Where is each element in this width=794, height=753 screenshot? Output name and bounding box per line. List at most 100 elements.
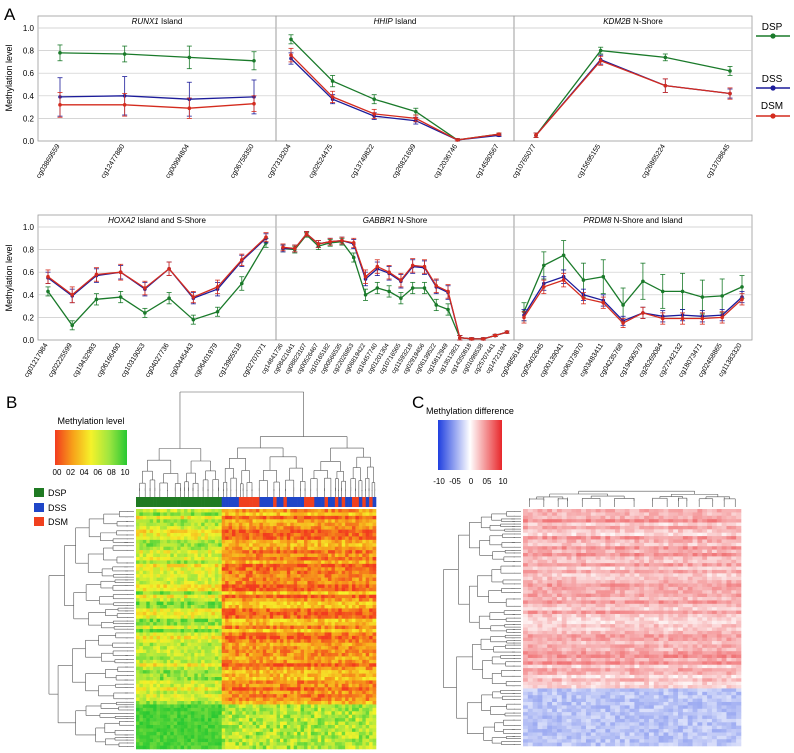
- heatmap-cell: [238, 601, 243, 606]
- sample-group-cell: [204, 497, 209, 507]
- heatmap-cell: [146, 526, 151, 530]
- heatmap-cell: [228, 539, 233, 544]
- heatmap-cell: [334, 666, 339, 671]
- heatmap-cell: [365, 557, 370, 561]
- heatmap-cell: [256, 560, 260, 565]
- heatmap-cell: [358, 574, 363, 578]
- heatmap-cell: [156, 594, 161, 599]
- heatmap-cell: [238, 594, 243, 599]
- heatmap-cell: [372, 666, 377, 671]
- heatmap-cell: [314, 529, 319, 534]
- heatmap-cell: [214, 625, 219, 630]
- sample-group-cell: [259, 497, 264, 507]
- heatmap-cell: [160, 591, 164, 596]
- heatmap-cell: [197, 608, 202, 613]
- heatmap-cell: [218, 546, 223, 551]
- heatmap-cell: [201, 577, 205, 582]
- heatmap-cell: [235, 598, 240, 602]
- heatmap-cell: [238, 509, 243, 513]
- heatmap-cell: [252, 622, 257, 626]
- heatmap-cell: [225, 656, 229, 661]
- heatmap-cell: [194, 653, 199, 657]
- heatmap-cell: [180, 539, 185, 544]
- heatmap-cell: [194, 529, 199, 534]
- heatmap-cell: [331, 587, 336, 592]
- heatmap-cell: [266, 653, 271, 657]
- panel-title: HHIP Island: [374, 17, 417, 26]
- key-dsm-swatch: [34, 517, 44, 526]
- heatmap-cell: [304, 635, 308, 640]
- heatmap-cell: [149, 663, 154, 668]
- heatmap-cell: [314, 659, 319, 664]
- heatmap-cell: [259, 533, 264, 537]
- group-key: DSP DSS DSM: [34, 488, 68, 527]
- heatmap-cell: [238, 659, 243, 664]
- heatmap-cell: [293, 546, 298, 551]
- heatmap-cell: [190, 594, 195, 599]
- heatmap-cell: [269, 608, 274, 613]
- heatmap-cell: [204, 539, 209, 544]
- heatmap-cell: [280, 529, 284, 534]
- heatmap-cell: [163, 632, 168, 637]
- heatmap-cell: [208, 543, 212, 548]
- heatmap-cell: [197, 587, 202, 592]
- heatmap-cell: [225, 615, 229, 620]
- heatmap-cell: [156, 629, 161, 633]
- heatmap-cell: [201, 642, 205, 647]
- heatmap-cell: [283, 529, 288, 534]
- heatmap-cell: [345, 618, 349, 623]
- heatmap-cell: [338, 670, 343, 674]
- heatmap-cell: [293, 639, 298, 644]
- heatmap-cell: [170, 594, 175, 599]
- heatmap-cell: [194, 509, 199, 513]
- heatmap-cell: [232, 625, 236, 630]
- x-tick-label: cg19432993: [72, 342, 98, 378]
- heatmap-cell: [218, 570, 223, 575]
- heatmap-cell: [177, 581, 181, 585]
- heatmap-cell: [245, 649, 250, 654]
- heatmap-cell: [184, 522, 188, 527]
- data-point: [601, 274, 606, 279]
- heatmap-cell: [204, 574, 209, 578]
- heatmap-cell: [324, 509, 329, 513]
- heatmap-cell: [197, 533, 202, 537]
- heatmap-cell: [280, 594, 284, 599]
- heatmap-cell: [170, 622, 175, 626]
- heatmap-cell: [310, 635, 315, 640]
- heatmap-cell: [146, 563, 151, 568]
- heatmap-cell: [197, 553, 202, 558]
- heatmap-cell: [352, 605, 356, 609]
- heatmap-cell: [304, 550, 308, 554]
- heatmap-cell: [334, 529, 339, 534]
- heatmap-cell: [177, 591, 181, 596]
- heatmap-cell: [242, 563, 247, 568]
- heatmap-cell: [352, 526, 356, 530]
- heatmap-cell: [184, 509, 188, 513]
- heatmap-cell: [280, 649, 284, 654]
- heatmap-cell: [286, 574, 291, 578]
- heatmap-cell: [283, 519, 288, 524]
- heatmap-cell: [225, 649, 229, 654]
- heatmap-cell: [238, 632, 243, 637]
- heatmap-cell: [307, 625, 312, 630]
- heatmap-cell: [214, 560, 219, 565]
- heatmap-cell: [372, 560, 377, 565]
- heatmap-cell: [160, 639, 164, 644]
- heatmap-cell: [163, 522, 168, 527]
- heatmap-cell: [297, 608, 301, 613]
- heatmap-cell: [163, 594, 168, 599]
- heatmap-cell: [221, 553, 226, 558]
- heatmap-cell: [286, 615, 291, 620]
- heatmap-cell: [348, 646, 353, 650]
- heatmap-cell: [358, 625, 363, 630]
- data-point: [372, 97, 377, 101]
- heatmap-cell: [345, 594, 349, 599]
- heatmap-cell: [232, 536, 236, 541]
- heatmap-cell: [221, 601, 226, 606]
- heatmap-cell: [252, 560, 257, 565]
- heatmap-cell: [365, 546, 370, 551]
- heatmap-cell: [142, 587, 147, 592]
- heatmap-cell: [256, 522, 260, 527]
- heatmap-cell: [218, 584, 223, 589]
